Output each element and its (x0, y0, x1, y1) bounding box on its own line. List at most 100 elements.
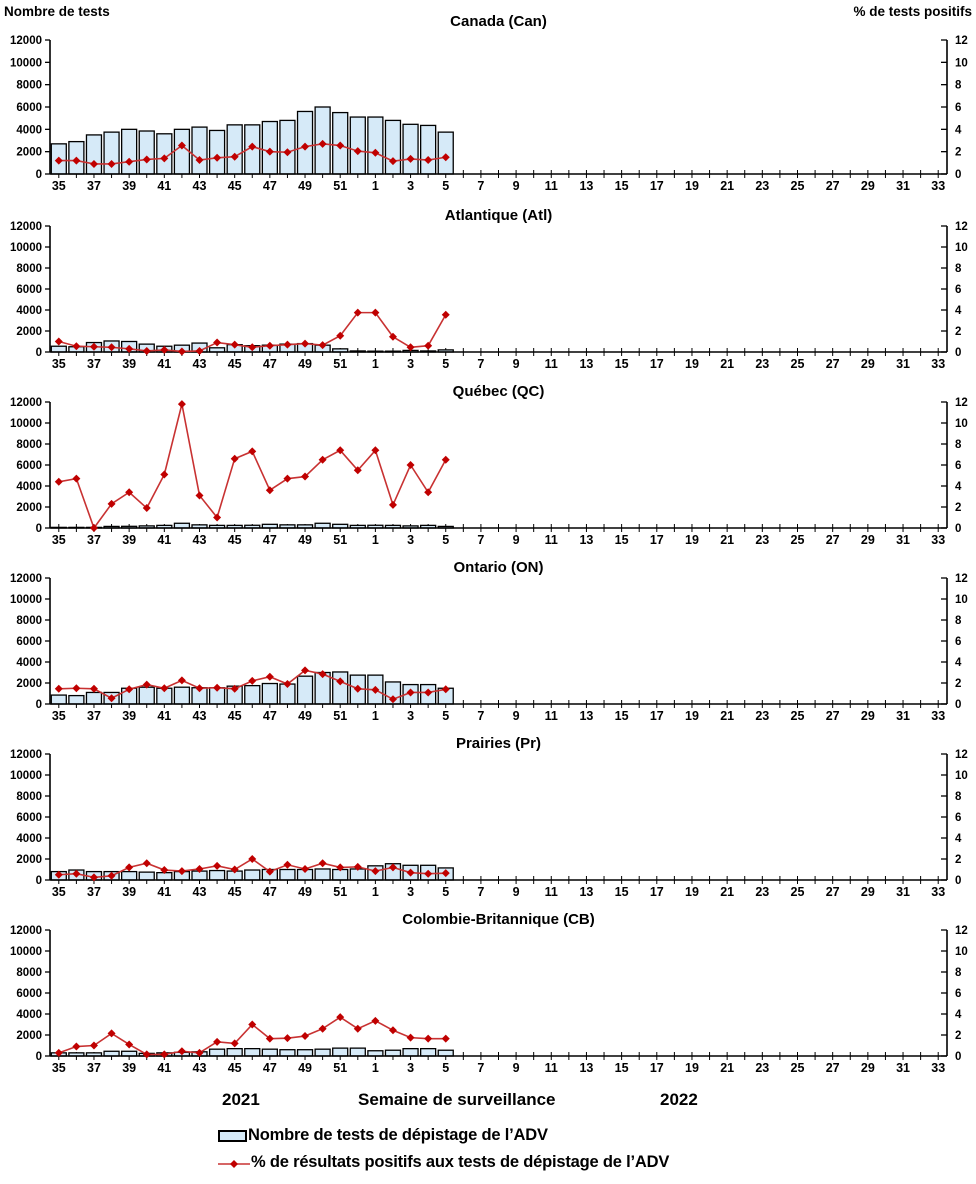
y-right-tick-label: 10 (955, 946, 968, 958)
x-tick-label: 7 (477, 1061, 484, 1075)
x-tick-label: 39 (122, 533, 136, 547)
x-tick-label: 31 (896, 357, 910, 371)
x-tick-label: 25 (791, 533, 805, 547)
y-left-tick-label: 0 (36, 1051, 42, 1063)
y-right-tick-label: 0 (955, 1051, 961, 1063)
x-tick-label: 33 (931, 179, 945, 193)
axes (49, 226, 948, 353)
y-right-tick-label: 2 (955, 502, 961, 514)
x-tick-label: 31 (896, 885, 910, 899)
x-tick-label: 7 (477, 357, 484, 371)
x-tick-label: 45 (228, 533, 242, 547)
x-tick-label: 41 (157, 357, 171, 371)
x-tick-label: 43 (193, 179, 207, 193)
x-tick-label: 47 (263, 709, 277, 723)
x-tick-label: 33 (931, 533, 945, 547)
positivity-markers (54, 1013, 450, 1059)
x-tick-label: 31 (896, 1061, 910, 1075)
y-left-tick-label: 10000 (10, 594, 42, 606)
x-tick-label: 19 (685, 1061, 699, 1075)
x-tick-label: 5 (442, 357, 449, 371)
x-tick-label: 39 (122, 357, 136, 371)
axes (49, 930, 948, 1057)
panel-pr: Prairies (Pr) 0 2000 4000 6000 8000 10000 12000… (10, 735, 968, 899)
x-tick-label: 17 (650, 357, 664, 371)
x-tick-label: 41 (157, 533, 171, 547)
x-tick-label: 35 (52, 533, 66, 547)
x-tick-label: 1 (372, 179, 379, 193)
x-tick-label: 3 (407, 179, 414, 193)
x-tick-label: 33 (931, 709, 945, 723)
y-left-tick-label: 2000 (16, 326, 42, 338)
x-tick-label: 51 (333, 533, 347, 547)
chart-panels: Nombre de tests % de tests positifs Canada… (4, 4, 972, 1075)
y-left-tick-label: 8000 (16, 80, 42, 92)
y-right-tick-label: 8 (955, 439, 962, 451)
y-right-tick-label: 2 (955, 854, 961, 866)
y-right-tick-label: 6 (955, 102, 961, 114)
x-tick-label: 27 (826, 709, 840, 723)
y-right-tick-label: 12 (955, 925, 968, 937)
positivity-line (58, 403, 447, 530)
y-right-tick-label: 12 (955, 35, 968, 47)
x-tick-label: 23 (755, 709, 769, 723)
x-tick-label: 13 (579, 885, 593, 899)
panel-title-can: Canada (Can) (450, 13, 547, 30)
x-tick-label: 21 (720, 885, 734, 899)
x-tick-label: 13 (579, 709, 593, 723)
y-left-tick-label: 12000 (10, 573, 42, 585)
x-tick-label: 27 (826, 357, 840, 371)
positivity-markers (54, 666, 450, 704)
x-tick-label: 29 (861, 357, 875, 371)
x-tick-label: 47 (263, 357, 277, 371)
y-left-tick-label: 4000 (16, 833, 42, 845)
x-tick-label: 37 (87, 885, 101, 899)
x-tick-label: 41 (157, 709, 171, 723)
x-tick-label: 31 (896, 179, 910, 193)
x-tick-label: 43 (193, 357, 207, 371)
x-tick-label: 1 (372, 709, 379, 723)
y-right-tick-label: 2 (955, 1030, 961, 1042)
x-tick-label: 33 (931, 885, 945, 899)
x-tick-label: 25 (791, 179, 805, 193)
x-tick-label: 37 (87, 1061, 101, 1075)
y-right-tick-label: 6 (955, 460, 961, 472)
legend-tests-label: Nombre de tests de dépistage de l’ADV (248, 1126, 548, 1144)
x-tick-label: 25 (791, 885, 805, 899)
x-tick-label: 11 (545, 357, 558, 371)
y-left-tick-label: 8000 (16, 263, 42, 275)
x-tick-label: 37 (87, 533, 101, 547)
y-left-tick-label: 12000 (10, 35, 42, 47)
x-tick-label: 9 (513, 357, 520, 371)
y-left-tick-label: 2000 (16, 502, 42, 514)
y-right-tick-label: 4 (955, 124, 962, 136)
x-tick-label: 13 (579, 179, 593, 193)
y-right-tick-label: 2 (955, 678, 961, 690)
line-swatch-icon (218, 1157, 250, 1169)
axes (49, 754, 948, 881)
x-tick-label: 47 (263, 1061, 277, 1075)
x-tick-label: 49 (298, 1061, 312, 1075)
y-axis-ticks (45, 401, 947, 529)
y-left-tick-label: 12000 (10, 749, 42, 761)
y-right-tick-label: 4 (955, 305, 962, 317)
panel-qc: Québec (QC) 0 2000 4000 6000 8000 10000 12000 0 2… (10, 383, 968, 547)
y-left-tick-label: 2000 (16, 854, 42, 866)
x-tick-label: 41 (157, 885, 171, 899)
x-tick-label: 27 (826, 533, 840, 547)
x-tick-label: 19 (685, 357, 699, 371)
y-left-tick-label: 10000 (10, 770, 42, 782)
y-left-tick-label: 0 (36, 875, 42, 887)
y-left-tick-label: 4000 (16, 1009, 42, 1021)
y-right-tick-label: 10 (955, 770, 968, 782)
x-tick-label: 51 (333, 1061, 347, 1075)
y-right-tick-label: 6 (955, 636, 961, 648)
bar-swatch-icon (218, 1129, 247, 1142)
x-tick-label: 45 (228, 885, 242, 899)
x-tick-label: 49 (298, 709, 312, 723)
x-tick-label: 43 (193, 533, 207, 547)
x-tick-label: 7 (477, 533, 484, 547)
y-left-tick-label: 12000 (10, 925, 42, 937)
x-tick-label: 3 (407, 533, 414, 547)
x-tick-label: 13 (579, 533, 593, 547)
